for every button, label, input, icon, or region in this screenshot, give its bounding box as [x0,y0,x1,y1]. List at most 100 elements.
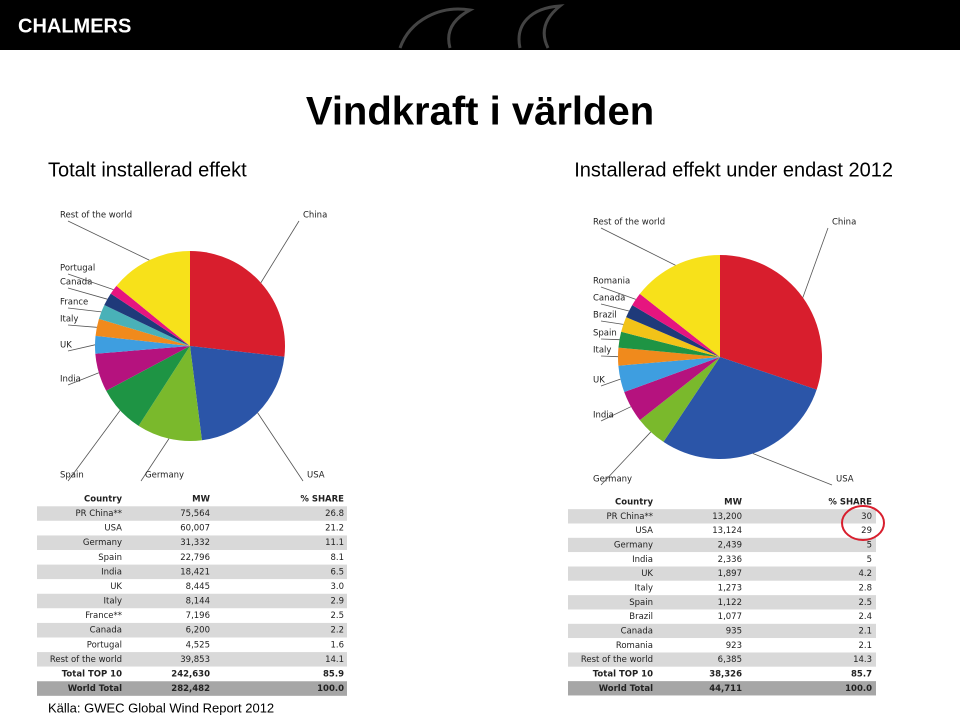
table-cell: Spain [98,553,122,563]
pie-slice [190,251,285,357]
table-row [568,595,876,610]
table-row [568,523,876,538]
table-cell: 5 [867,555,872,565]
table-cell: World Total [599,684,653,694]
table-cell: India [632,555,653,565]
table-cell: Germany [83,538,122,548]
table-cell: 100.0 [317,684,344,694]
table-cell: 22,796 [180,553,210,563]
leader-line [600,320,624,325]
table-row [568,509,876,524]
table-row [37,579,347,594]
table-row [568,609,876,624]
column-header: % SHARE [300,495,344,505]
table-cell: 3.0 [330,582,344,592]
table-cell: 30 [861,512,872,522]
table-cell: 39,853 [180,655,210,665]
table-cell: 1,897 [718,569,742,579]
table-cell: 1,077 [718,612,742,622]
chart-title: Totalt installerad effekt [48,159,247,181]
header-bar [0,0,960,50]
table-row [568,666,876,682]
leader-line [600,355,619,358]
slide-title: Vindkraft i världen [306,90,654,134]
pie-label: Romania [593,277,630,287]
column-header: Country [84,495,122,505]
pie-label: UK [60,341,72,351]
table-cell: 1,273 [718,583,742,593]
table-cell: France** [85,611,122,621]
table-cell: 2.5 [330,611,344,621]
leader-line [140,438,170,482]
table-cell: 21.2 [325,524,344,534]
table-cell: 26.8 [325,509,344,519]
leader-line [600,338,620,341]
table-cell: 1,122 [718,598,742,608]
table-cell: 6.5 [330,567,344,577]
table-cell: 38,326 [709,669,742,679]
pie-label: China [832,218,856,228]
leader-line [600,286,636,300]
pie-slice [639,357,720,442]
pie-label: Canada [60,278,92,288]
table-row [568,681,876,696]
table-cell: 1.6 [330,640,344,650]
table-cell: 100.0 [845,684,872,694]
table-cell: 44,711 [709,684,742,694]
leader-line [600,303,630,312]
leader-line [600,406,632,422]
column-header: MW [192,495,210,505]
table-cell: PR China** [75,509,122,519]
pie-label: China [303,211,327,221]
table-cell: 7,196 [186,611,210,621]
table-cell: 8,144 [186,597,210,607]
leader-line [260,220,300,283]
table-cell: 13,200 [712,512,742,522]
highlight-circle [841,505,885,541]
table-row [568,580,876,596]
pie-label: UK [593,376,605,386]
pie-slice [639,255,720,357]
leader-line [257,412,304,482]
leader-line [802,227,829,298]
leader-line [67,344,96,352]
table-cell: 2.8 [858,583,872,593]
table-row [568,566,876,581]
table-row [37,681,347,696]
table-cell: 75,564 [180,509,210,519]
table-cell: Total TOP 10 [593,669,653,679]
pie-slice [626,305,720,357]
table-row [37,608,347,623]
pie-label: Italy [60,315,78,325]
pie-label: Spain [593,329,617,339]
pie-label: Germany [593,475,632,485]
table-cell: 85.7 [851,669,872,679]
table-cell: 31,332 [180,538,210,548]
pie-slice [110,285,190,346]
table-cell: 8.1 [330,553,344,563]
table-row [37,593,347,609]
table-row [568,652,876,667]
table-row [568,623,876,639]
pie-slice [116,251,190,346]
pie-slice [98,305,190,346]
table-row [37,666,347,682]
pie-label: Portugal [60,264,95,274]
table-cell: PR China** [606,512,653,522]
column-header: Country [615,498,653,508]
pie-label: USA [307,471,325,481]
table-cell: UK [110,582,122,592]
pie-label: India [60,375,81,385]
table-cell: 8,445 [186,582,210,592]
table-row [37,550,347,565]
pie-label: Canada [593,294,625,304]
table-cell: 4,525 [186,640,210,650]
table-cell: 2.9 [330,597,344,607]
table-cell: Spain [629,598,653,608]
table-cell: Romania [616,641,653,651]
leader-line [67,307,102,313]
table-cell: 85.9 [323,669,344,679]
pie-slice [720,255,823,390]
table-cell: Canada [621,626,653,636]
table-cell: 923 [726,641,742,651]
